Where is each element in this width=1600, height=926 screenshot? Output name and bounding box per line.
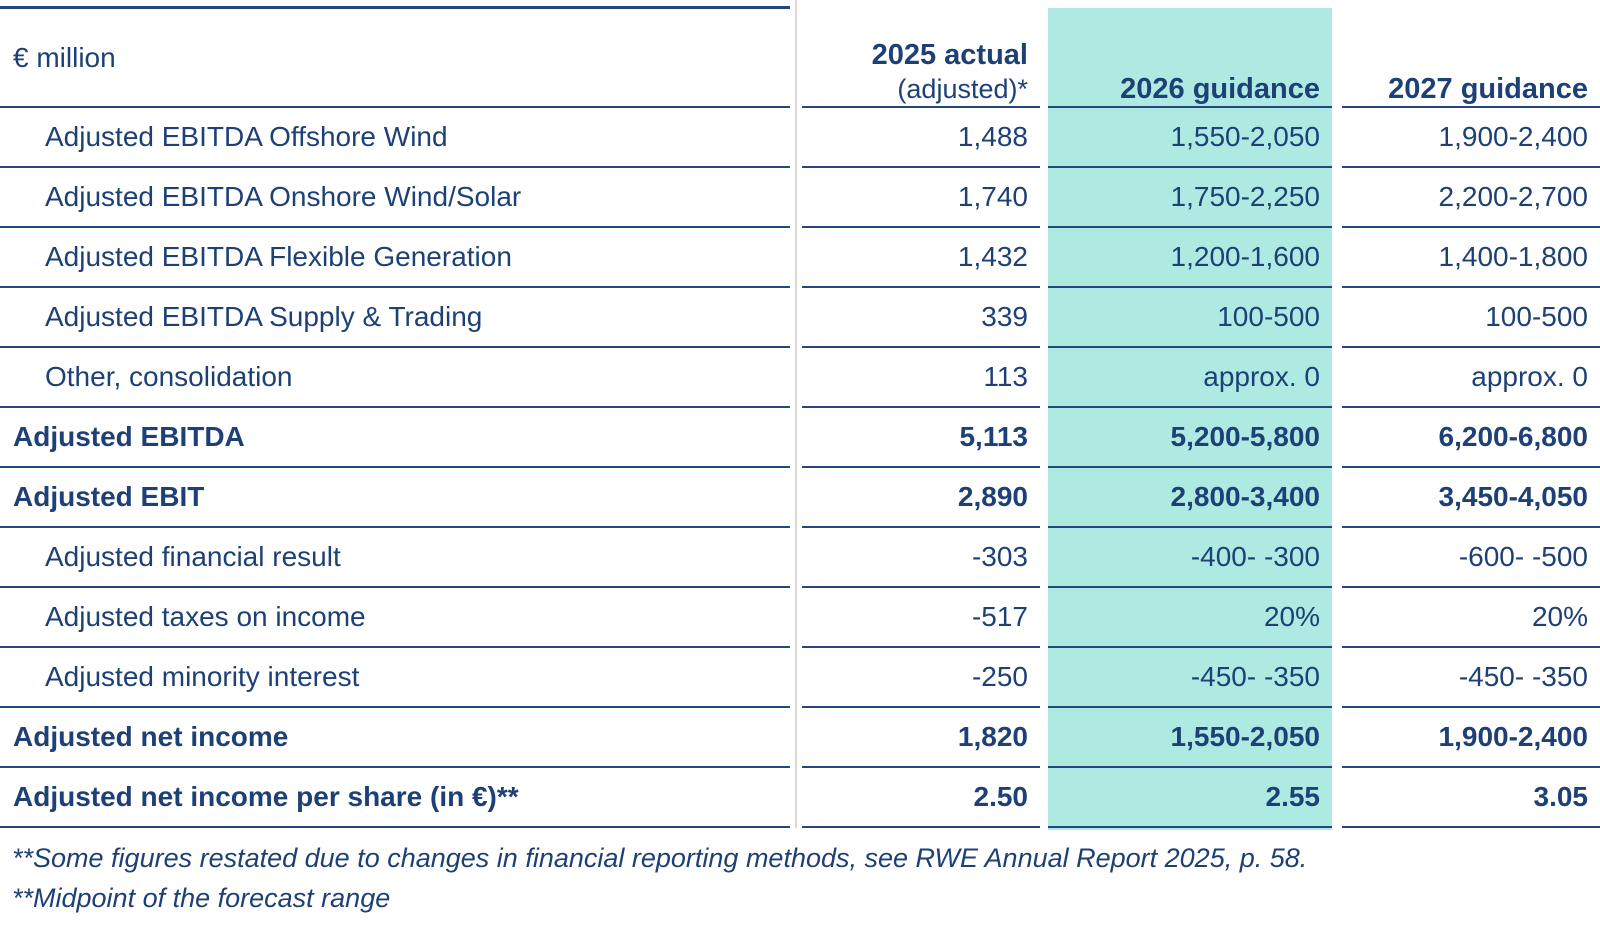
table-row: Adjusted taxes on income -517 20% 20% (0, 588, 1600, 648)
column-separator-line (795, 0, 797, 828)
column-header-year-label: 2027 guidance (1388, 73, 1588, 105)
row-value-2026-guidance: -400- -300 (1048, 528, 1332, 588)
row-value-2027-guidance: -600- -500 (1342, 528, 1600, 588)
guidance-table: € million 2025 actual (adjusted)* 2026 g… (0, 6, 1600, 828)
row-label: Adjusted EBITDA (0, 408, 790, 468)
footnotes: **Some figures restated due to changes i… (0, 828, 1600, 918)
table-row: Adjusted financial result -303 -400- -30… (0, 528, 1600, 588)
table-row: Adjusted EBITDA Onshore Wind/Solar 1,740… (0, 168, 1600, 228)
row-value-2025-actual: 1,740 (802, 168, 1040, 228)
row-label: Adjusted EBITDA Offshore Wind (0, 108, 790, 168)
row-label: Adjusted EBITDA Supply & Trading (0, 288, 790, 348)
row-value-2025-actual: -517 (802, 588, 1040, 648)
column-header-adjusted-note: (adjusted)* (897, 74, 1028, 104)
row-value-2026-guidance: 100-500 (1048, 288, 1332, 348)
unit-header: € million (0, 6, 790, 108)
row-label: Adjusted EBIT (0, 468, 790, 528)
row-label: Adjusted net income (0, 708, 790, 768)
row-value-2027-guidance: 3.05 (1342, 768, 1600, 828)
table-row: Adjusted EBIT 2,890 2,800-3,400 3,450-4,… (0, 468, 1600, 528)
row-value-2027-guidance: 1,900-2,400 (1342, 708, 1600, 768)
row-value-2026-guidance: 2.55 (1048, 768, 1332, 828)
highlight-column-background (1048, 8, 1332, 830)
row-label: Adjusted EBITDA Onshore Wind/Solar (0, 168, 790, 228)
table-row: Adjusted net income per share (in €)** 2… (0, 768, 1600, 828)
table-header-row: € million 2025 actual (adjusted)* 2026 g… (0, 6, 1600, 108)
row-value-2025-actual: 1,488 (802, 108, 1040, 168)
row-value-2026-guidance: approx. 0 (1048, 348, 1332, 408)
row-value-2027-guidance: 1,900-2,400 (1342, 108, 1600, 168)
table-row: Adjusted EBITDA Offshore Wind 1,488 1,55… (0, 108, 1600, 168)
footnote-restated-figures: **Some figures restated due to changes i… (12, 843, 1308, 873)
row-value-2025-actual: 1,432 (802, 228, 1040, 288)
row-value-2025-actual: 1,820 (802, 708, 1040, 768)
row-label: Adjusted financial result (0, 528, 790, 588)
row-label: Adjusted EBITDA Flexible Generation (0, 228, 790, 288)
row-value-2026-guidance: 1,200-1,600 (1048, 228, 1332, 288)
row-value-2026-guidance: 1,750-2,250 (1048, 168, 1332, 228)
footnote-midpoint: **Midpoint of the forecast range (12, 883, 391, 913)
row-value-2025-actual: 339 (802, 288, 1040, 348)
row-value-2027-guidance: 6,200-6,800 (1342, 408, 1600, 468)
row-value-2026-guidance: 1,550-2,050 (1048, 108, 1332, 168)
row-label: Adjusted minority interest (0, 648, 790, 708)
column-header-2025-actual: 2025 actual (adjusted)* (802, 6, 1040, 108)
row-value-2025-actual: 2,890 (802, 468, 1040, 528)
row-value-2026-guidance: 1,550-2,050 (1048, 708, 1332, 768)
row-value-2026-guidance: 5,200-5,800 (1048, 408, 1332, 468)
table-row: Adjusted minority interest -250 -450- -3… (0, 648, 1600, 708)
row-value-2027-guidance: approx. 0 (1342, 348, 1600, 408)
row-value-2025-actual: -303 (802, 528, 1040, 588)
row-value-2026-guidance: 20% (1048, 588, 1332, 648)
row-value-2026-guidance: -450- -350 (1048, 648, 1332, 708)
table-row: Other, consolidation 113 approx. 0 appro… (0, 348, 1600, 408)
table-row: Adjusted net income 1,820 1,550-2,050 1,… (0, 708, 1600, 768)
table-row: Adjusted EBITDA 5,113 5,200-5,800 6,200-… (0, 408, 1600, 468)
column-header-year-label: 2025 actual (871, 39, 1028, 71)
row-value-2025-actual: 113 (802, 348, 1040, 408)
row-value-2027-guidance: 100-500 (1342, 288, 1600, 348)
row-value-2025-actual: -250 (802, 648, 1040, 708)
row-label: Adjusted net income per share (in €)** (0, 768, 790, 828)
table-row: Adjusted EBITDA Supply & Trading 339 100… (0, 288, 1600, 348)
row-value-2027-guidance: 2,200-2,700 (1342, 168, 1600, 228)
row-value-2025-actual: 5,113 (802, 408, 1040, 468)
row-label: Other, consolidation (0, 348, 790, 408)
row-value-2027-guidance: 1,400-1,800 (1342, 228, 1600, 288)
row-value-2027-guidance: 3,450-4,050 (1342, 468, 1600, 528)
row-value-2026-guidance: 2,800-3,400 (1048, 468, 1332, 528)
row-value-2027-guidance: 20% (1342, 588, 1600, 648)
row-label: Adjusted taxes on income (0, 588, 790, 648)
column-header-2026-guidance: 2026 guidance (1048, 6, 1332, 108)
column-header-year-label: 2026 guidance (1120, 73, 1320, 105)
column-header-2027-guidance: 2027 guidance (1342, 6, 1600, 108)
row-value-2027-guidance: -450- -350 (1342, 648, 1600, 708)
table-row: Adjusted EBITDA Flexible Generation 1,43… (0, 228, 1600, 288)
row-value-2025-actual: 2.50 (802, 768, 1040, 828)
